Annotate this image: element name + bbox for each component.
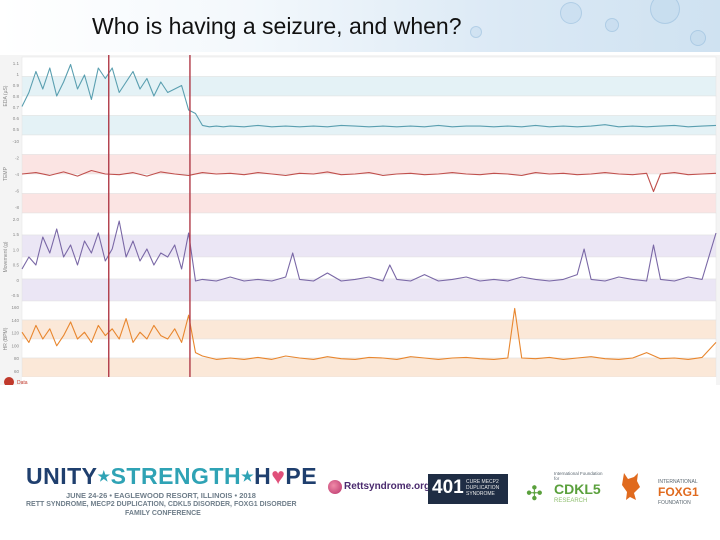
sensor-chart: 1.1 1 0.9 0.8 0.7 0.6 0.5 EDA (µS) -10 -2 -4 -6 -8 TE… xyxy=(0,55,720,385)
y-tick-label: -0.5 xyxy=(11,293,19,298)
y-tick-label: 1.1 xyxy=(13,61,20,66)
series-line xyxy=(21,307,717,360)
conference-dates: JUNE 24-26 • EAGLEWOOD RESORT, ILLINOIS … xyxy=(66,491,256,500)
cdkl5-big-text: CDKL5 xyxy=(554,481,601,497)
grid-band xyxy=(21,134,717,155)
grid-band xyxy=(21,173,717,194)
y-tick-label: 0.5 xyxy=(13,263,20,268)
series-line xyxy=(21,63,717,128)
the401-number: 401 xyxy=(432,477,464,498)
cdkl5-sub-text: RESEARCH xyxy=(554,498,588,504)
cdkl5-logo: ✣ International Foundation for CDKL5 RES… xyxy=(524,469,608,509)
grid-band xyxy=(21,338,717,359)
y-tick-label: 160 xyxy=(11,305,19,310)
y-tick-label: 0.5 xyxy=(13,127,20,132)
unity-strength-hope-logo: UNITY★STRENGTH★H♥PE xyxy=(26,463,317,490)
y-tick-label: -2 xyxy=(15,156,19,161)
bubble-decoration xyxy=(605,18,619,32)
y-axis-label: EDA (µS) xyxy=(3,85,9,106)
grid-band xyxy=(21,95,717,116)
grid-band xyxy=(21,278,717,302)
y-tick-label: 1 xyxy=(16,72,19,77)
y-tick-label: -10 xyxy=(12,139,19,144)
bubble-decoration xyxy=(690,30,706,46)
y-tick-label: -4 xyxy=(15,172,19,177)
y-tick-label: 60 xyxy=(14,369,20,374)
sponsor-strip: UNITY★STRENGTH★H♥PE JUNE 24-26 • EAGLEWO… xyxy=(0,455,720,535)
grid-band xyxy=(21,56,717,77)
grid-band xyxy=(21,357,717,378)
y-tick-label: 1.5 xyxy=(13,232,20,237)
rett-logo-text: Rettsyndrome.org xyxy=(344,481,431,492)
star-icon: ★ xyxy=(97,468,111,484)
chart-footer-area xyxy=(22,377,716,385)
foxg1-small-text: INTERNATIONAL xyxy=(658,479,698,485)
y-tick-label: 0.6 xyxy=(13,116,20,121)
foxg1-big-text: FOXG1 xyxy=(658,485,699,499)
y-tick-label: 140 xyxy=(11,318,19,323)
y-tick-label: -6 xyxy=(15,189,19,194)
conference-type: FAMILY CONFERENCE xyxy=(125,510,201,517)
the401-logo: 401 CURE MECP2 DUPLICATION SYNDROME xyxy=(428,474,508,504)
star-icon: ★ xyxy=(241,468,255,484)
grid-band xyxy=(21,154,717,175)
bubble-decoration xyxy=(560,2,582,24)
y-axis-label: HR (BPM) xyxy=(3,327,9,350)
the401-text: CURE MECP2 DUPLICATION SYNDROME xyxy=(466,479,500,497)
bubble-decoration xyxy=(650,0,680,24)
grid-band xyxy=(21,300,717,321)
y-axis-label: Movement (g) xyxy=(3,241,9,272)
bubble-decoration xyxy=(470,26,482,38)
y-axis-label: TEMP xyxy=(3,166,9,181)
y-tick-label: 0.7 xyxy=(13,105,20,110)
series-line xyxy=(21,169,717,193)
grid-band xyxy=(21,256,717,280)
y-tick-label: 1.0 xyxy=(13,247,20,252)
y-tick-label: 120 xyxy=(11,331,19,336)
series-line xyxy=(21,220,717,282)
grid-band xyxy=(21,193,717,214)
y-tick-label: 0 xyxy=(16,278,19,283)
conference-disorders: RETT SYNDROME, MECP2 DUPLICATION, CDKL5 … xyxy=(26,501,297,508)
y-tick-label: 80 xyxy=(14,356,20,361)
title-banner: Who is having a seizure, and when? xyxy=(0,0,720,52)
badge-icon xyxy=(4,377,14,385)
corner-badge-label: Data xyxy=(17,380,28,385)
hope-pe: PE xyxy=(285,463,318,489)
y-tick-label: 0.8 xyxy=(13,94,20,99)
cdkl5-small-text: International Foundation for xyxy=(554,471,603,481)
slide-title: Who is having a seizure, and when? xyxy=(92,13,462,39)
hope-h: H xyxy=(254,463,272,489)
fox-icon xyxy=(620,471,644,501)
grid-band xyxy=(21,234,717,258)
heart-icon: ♥ xyxy=(271,463,286,489)
y-tick-label: 0.9 xyxy=(13,83,20,88)
y-tick-label: 2.0 xyxy=(13,217,20,222)
foxg1-logo: INTERNATIONAL FOXG1 FOUNDATION xyxy=(620,465,710,513)
foxg1-sub-text: FOUNDATION xyxy=(658,500,691,506)
grid-band xyxy=(21,319,717,340)
grid-band xyxy=(21,212,717,236)
y-tick-label: 100 xyxy=(11,343,19,348)
rettsyndrome-logo: Rettsyndrome.org xyxy=(328,477,430,499)
rett-mark-icon xyxy=(328,480,342,494)
y-tick-label: -8 xyxy=(15,205,19,210)
strength-word: STRENGTH xyxy=(110,463,242,489)
unity-word: UNITY xyxy=(26,463,98,489)
grid-band xyxy=(21,76,717,97)
cdkl5-mark-icon: ✣ xyxy=(526,483,543,505)
